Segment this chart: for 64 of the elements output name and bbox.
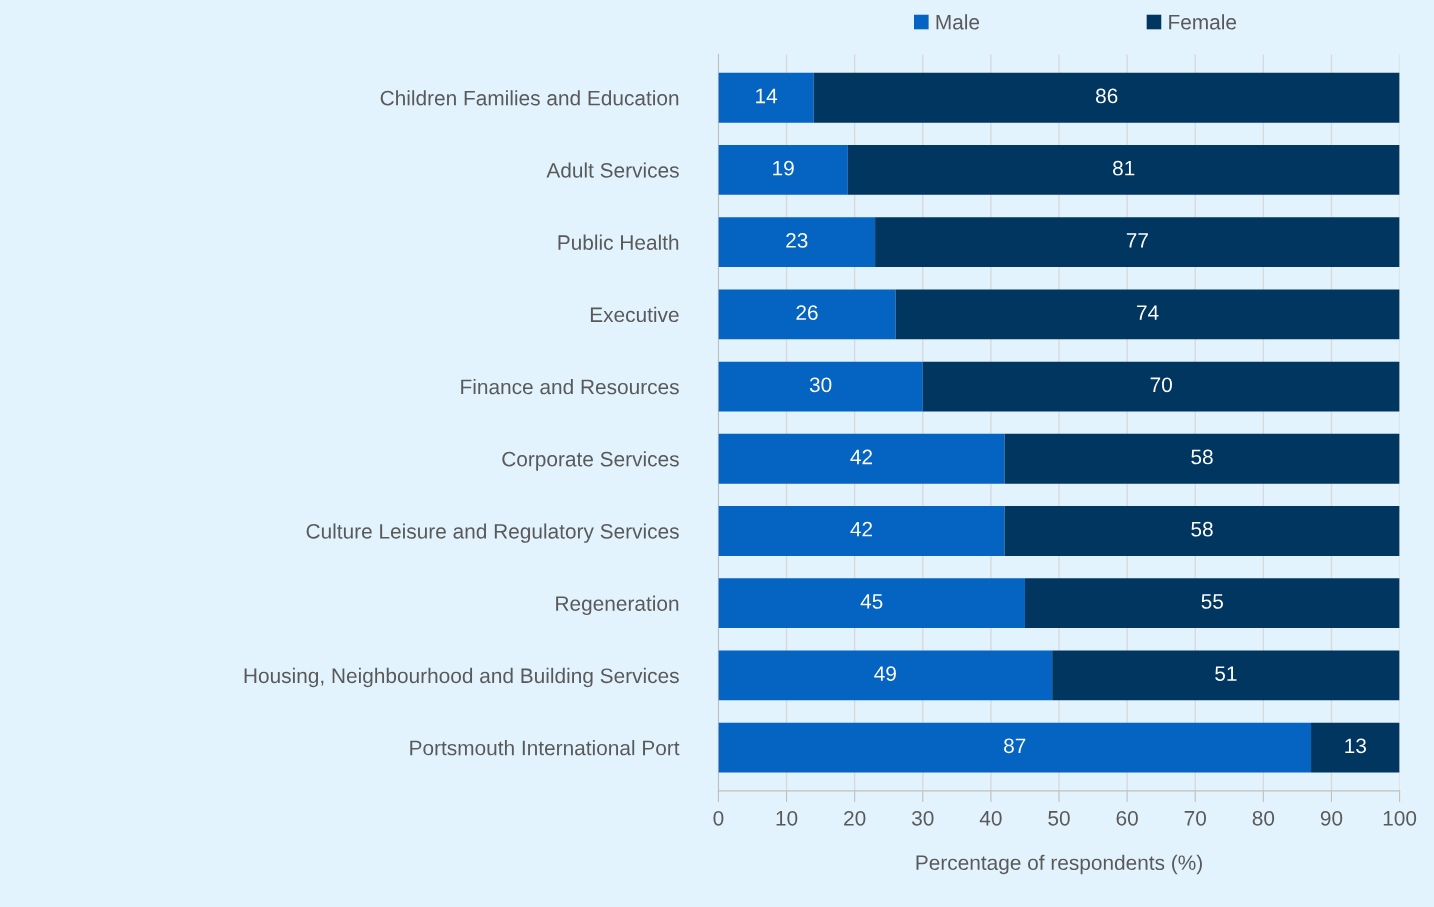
y-tick-label: Regeneration <box>556 595 679 616</box>
data-label: 49 <box>874 666 896 681</box>
bar <box>718 361 923 412</box>
data-label: 70 <box>1150 377 1172 393</box>
bar <box>718 433 1005 484</box>
bar <box>1004 433 1400 484</box>
bar <box>813 72 1400 123</box>
data-label: 42 <box>850 449 873 465</box>
x-tick-label: 50 <box>1048 810 1070 826</box>
bar <box>718 722 1312 773</box>
data-label: 19 <box>773 160 794 176</box>
data-label: 51 <box>1215 666 1237 681</box>
data-label: 81 <box>1113 160 1135 176</box>
data-label: 86 <box>1096 88 1118 104</box>
data-label: 74 <box>1137 305 1159 320</box>
bar <box>718 578 1025 629</box>
y-tick-label: Executive <box>590 306 679 323</box>
bar <box>718 289 896 340</box>
data-label: 87 <box>1004 738 1026 754</box>
bar <box>1311 722 1400 773</box>
y-tick-label: Children Families and Education <box>380 90 679 106</box>
data-label: 26 <box>796 305 818 320</box>
bar <box>875 217 1400 268</box>
x-tick-label: 80 <box>1252 810 1275 826</box>
y-tick-label: Adult Services <box>546 162 679 178</box>
x-axis-title: Percentage of respondents (%) <box>916 854 1202 875</box>
bar <box>718 217 876 268</box>
bar <box>847 145 1400 195</box>
x-tick-label: 60 <box>1116 810 1138 826</box>
bar <box>718 72 814 123</box>
x-tick-label: 100 <box>1383 810 1417 826</box>
x-tick-label: 20 <box>844 810 866 826</box>
data-label: 55 <box>1201 594 1223 609</box>
y-tick-label: Culture Leisure and Regulatory Services <box>306 523 679 543</box>
y-tick-label: Finance and Resources <box>461 379 679 395</box>
bar <box>1024 578 1400 629</box>
bar <box>1052 650 1400 701</box>
data-label: 23 <box>786 232 808 248</box>
bar <box>1004 506 1400 556</box>
data-label: 30 <box>809 377 832 393</box>
data-label: 13 <box>1345 738 1366 754</box>
data-label: 77 <box>1126 233 1148 248</box>
y-tick-label: Housing, Neighbourhood and Building Services <box>244 667 679 688</box>
x-tick-label: 10 <box>776 810 798 826</box>
data-label: 45 <box>860 594 883 609</box>
x-tick-label: 0 <box>713 810 724 826</box>
y-tick-label: Portsmouth International Port <box>410 740 680 756</box>
x-tick-label: 30 <box>911 810 934 826</box>
legend-label: Male <box>936 14 980 30</box>
data-label: 58 <box>1191 521 1213 537</box>
y-tick-label: Corporate Services <box>502 451 679 471</box>
bar <box>718 650 1053 701</box>
legend-label: Female <box>1169 14 1237 30</box>
data-label: 42 <box>850 521 873 537</box>
x-tick-label: 70 <box>1184 810 1207 826</box>
data-label: 14 <box>756 88 778 104</box>
data-label: 58 <box>1191 449 1213 465</box>
x-tick-label: 90 <box>1320 810 1343 826</box>
bar <box>718 145 848 195</box>
bar <box>895 289 1400 340</box>
bar <box>922 361 1400 412</box>
x-tick-label: 40 <box>979 810 1002 826</box>
bar <box>718 506 1005 556</box>
y-tick-label: Public Health <box>558 234 679 250</box>
